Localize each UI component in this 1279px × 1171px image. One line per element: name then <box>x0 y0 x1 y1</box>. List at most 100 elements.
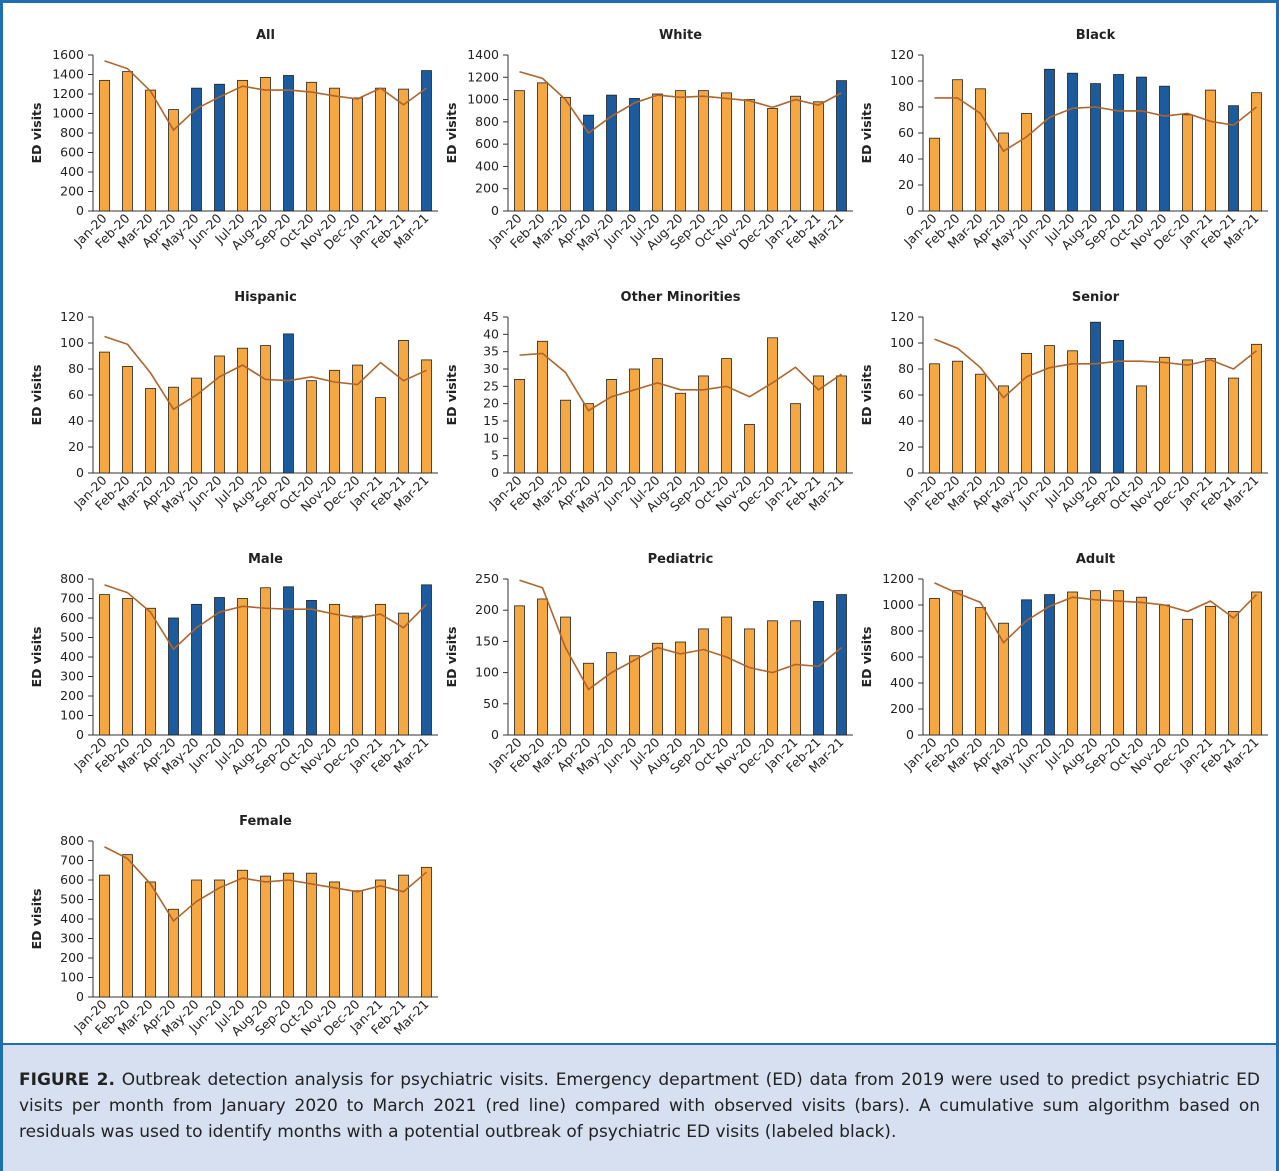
y-tick-label: 60 <box>898 387 914 402</box>
y-axis-label: ED visits <box>859 103 874 164</box>
bar <box>122 365 133 474</box>
bar <box>975 373 986 474</box>
bar <box>606 94 617 212</box>
chart-title: Male <box>248 552 283 567</box>
y-tick-label: 600 <box>890 649 914 664</box>
y-tick-label: 600 <box>60 610 84 625</box>
bar <box>237 347 248 474</box>
bar <box>122 854 133 998</box>
chart-title: Senior <box>1072 290 1120 305</box>
bar <box>1113 74 1124 212</box>
bar <box>698 628 709 736</box>
bar <box>560 96 571 212</box>
y-tick-label: 200 <box>890 701 914 716</box>
bar <box>1205 89 1216 212</box>
predicted-line <box>934 97 1257 153</box>
y-tick-label: 100 <box>890 335 914 350</box>
y-tick-label: 1000 <box>467 92 499 107</box>
bar <box>652 93 663 212</box>
y-tick-label: 20 <box>898 439 914 454</box>
bar <box>1113 590 1124 736</box>
bar <box>675 641 686 736</box>
bar <box>836 375 847 474</box>
y-tick-label: 20 <box>898 177 914 192</box>
predicted-line <box>104 335 427 411</box>
bar <box>606 378 617 474</box>
bar <box>790 620 801 736</box>
bar <box>698 375 709 474</box>
bar <box>214 83 225 212</box>
y-axis-label: ED visits <box>29 627 44 688</box>
bar <box>560 399 571 474</box>
y-tick-label: 300 <box>60 669 84 684</box>
bar <box>975 607 986 736</box>
bar <box>1021 352 1032 474</box>
bar <box>929 363 940 474</box>
predicted-line <box>934 338 1257 399</box>
bar <box>329 603 340 736</box>
bar <box>1021 599 1032 736</box>
bar <box>583 114 594 212</box>
y-tick-label: 120 <box>890 309 914 324</box>
predicted-line <box>519 352 842 412</box>
bar <box>721 358 732 474</box>
y-tick-label: 100 <box>475 665 499 680</box>
y-tick-label: 400 <box>60 164 84 179</box>
chart-title: Adult <box>1076 552 1115 567</box>
y-tick-label: 400 <box>475 158 499 173</box>
bar <box>813 601 824 736</box>
bar <box>237 598 248 736</box>
bar <box>99 351 110 474</box>
bar <box>398 339 409 474</box>
bar <box>237 869 248 998</box>
y-tick-label: 0 <box>906 465 914 480</box>
predicted-line <box>104 584 428 651</box>
bar <box>375 879 386 998</box>
bar <box>145 388 156 474</box>
bar <box>329 369 340 474</box>
y-tick-label: 80 <box>898 99 914 114</box>
bar <box>514 90 525 212</box>
bar <box>998 132 1009 212</box>
bar <box>675 90 686 212</box>
bar <box>1159 356 1170 474</box>
bar <box>1044 68 1055 212</box>
chart-title: White <box>659 28 702 43</box>
y-tick-label: 1400 <box>52 67 84 82</box>
chart-title: Black <box>1076 28 1116 43</box>
y-tick-label: 45 <box>483 309 499 324</box>
bar <box>168 908 179 998</box>
bar <box>537 340 548 474</box>
bar <box>1182 114 1193 212</box>
bar <box>1090 83 1101 212</box>
bar <box>790 403 801 474</box>
bar <box>836 594 847 736</box>
y-tick-label: 30 <box>483 361 499 376</box>
y-axis-label: ED visits <box>444 103 459 164</box>
bar <box>675 392 686 474</box>
bar <box>375 603 386 736</box>
chart-panel: Female ED visits 0 100 200 300 400 500 600 700 800… <box>29 814 438 1040</box>
bar <box>514 378 525 474</box>
y-tick-label: 1000 <box>882 597 914 612</box>
y-tick-label: 800 <box>60 833 84 848</box>
y-tick-label: 700 <box>60 591 84 606</box>
caption-label: FIGURE 2. <box>19 1070 115 1090</box>
bar <box>421 866 432 998</box>
bar <box>952 360 963 474</box>
bar <box>283 586 294 736</box>
bar <box>145 607 156 736</box>
bar <box>1021 113 1032 212</box>
bar <box>168 386 179 474</box>
bar <box>744 628 755 736</box>
y-tick-label: 50 <box>483 696 499 711</box>
caption: FIGURE 2. Outbreak detection analysis fo… <box>3 1043 1276 1171</box>
bar <box>1067 72 1078 212</box>
bar <box>421 584 432 736</box>
caption-text: Outbreak detection analysis for psychiat… <box>19 1070 1261 1142</box>
y-tick-label: 400 <box>60 911 84 926</box>
y-axis-label: ED visits <box>859 627 874 688</box>
bar <box>813 101 824 212</box>
